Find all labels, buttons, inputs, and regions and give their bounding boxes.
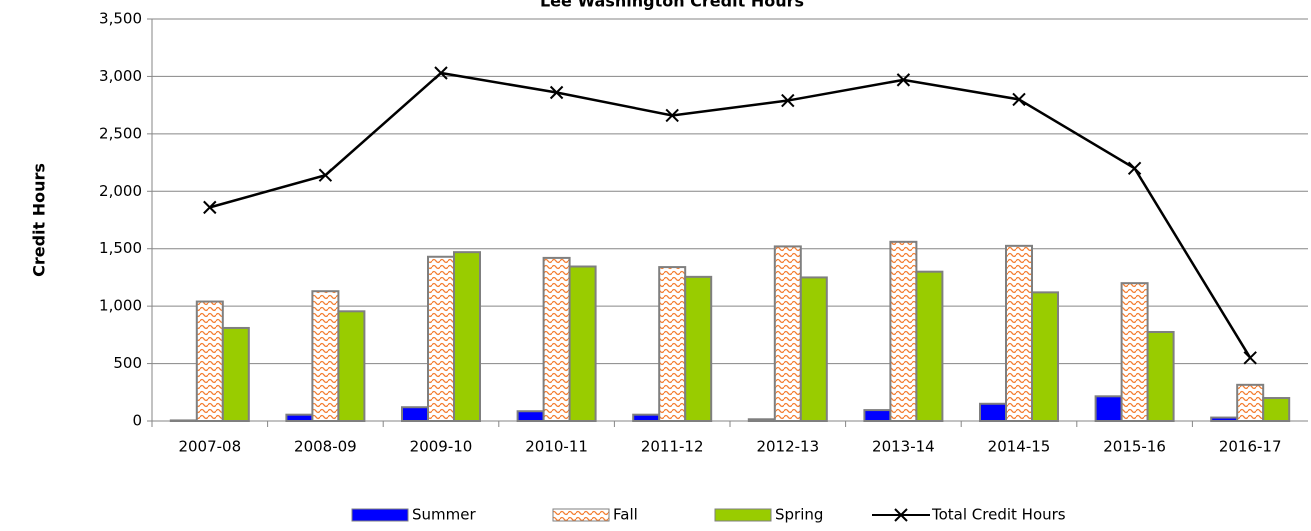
bar <box>773 245 802 422</box>
bar <box>684 275 713 422</box>
y-tick-label: 500 <box>113 354 142 372</box>
y-tick-label: 1,500 <box>99 239 142 257</box>
legend-swatch <box>552 508 610 522</box>
y-tick-label: 3,000 <box>99 67 142 85</box>
bar <box>1210 416 1239 423</box>
x-tick-label: 2014-15 <box>988 438 1051 456</box>
legend-swatch <box>351 508 409 522</box>
bar <box>221 326 250 423</box>
marker <box>549 85 564 100</box>
bar <box>747 418 776 422</box>
y-tick-label: 0 <box>132 412 142 430</box>
marker <box>1127 161 1142 176</box>
marker <box>1243 351 1257 365</box>
marker <box>318 168 333 182</box>
bar <box>169 419 198 423</box>
x-tick-label: 2009-10 <box>410 438 473 456</box>
bar <box>401 406 429 422</box>
y-tick-label: 1,000 <box>99 297 142 315</box>
bar <box>979 402 1007 422</box>
x-tick-label: 2015-16 <box>1103 438 1166 456</box>
bar <box>1262 397 1291 422</box>
bar <box>1094 395 1123 423</box>
bar <box>889 240 918 422</box>
bar <box>568 265 597 423</box>
bar <box>516 410 545 423</box>
marker <box>896 73 911 87</box>
legend-swatch <box>714 508 772 522</box>
marker <box>203 200 217 215</box>
bar <box>427 255 455 422</box>
y-axis-label: Credit Hours <box>30 163 49 277</box>
bar <box>453 251 481 422</box>
bar <box>658 266 687 422</box>
bar <box>1031 291 1059 422</box>
x-tick-label: 2012-13 <box>756 438 819 456</box>
y-tick-label: 2,500 <box>99 124 142 142</box>
bar <box>542 256 571 422</box>
bar <box>337 310 366 422</box>
x-tick-label: 2010-11 <box>525 438 588 456</box>
bar <box>1236 383 1265 423</box>
x-tick-label: 2013-14 <box>872 438 935 456</box>
bar <box>285 413 314 423</box>
x-tick-label: 2011-12 <box>641 438 704 456</box>
chart-title: Lee Washington Credit Hours <box>540 0 804 11</box>
marker <box>434 66 448 80</box>
bar <box>915 270 944 422</box>
bar <box>311 290 340 422</box>
legend-label: Summer <box>412 506 476 524</box>
legend-swatch <box>894 508 908 522</box>
marker <box>665 108 679 123</box>
bar <box>799 276 828 422</box>
marker <box>1012 92 1026 107</box>
legend-label: Spring <box>775 506 823 524</box>
bar <box>1120 282 1149 422</box>
x-tick-label: 2008-09 <box>294 438 357 456</box>
y-tick-label: 2,000 <box>99 182 142 200</box>
legend-label: Total Credit Hours <box>931 506 1066 524</box>
line <box>209 71 1252 359</box>
bar <box>195 300 224 423</box>
bar <box>863 409 892 422</box>
bar <box>1005 244 1033 422</box>
y-tick-label: 3,500 <box>99 10 142 28</box>
bar <box>632 413 661 423</box>
marker <box>781 93 795 108</box>
legend-label: Fall <box>613 506 638 524</box>
x-tick-label: 2016-17 <box>1219 438 1282 456</box>
x-tick-label: 2007-08 <box>178 438 241 456</box>
bar <box>1146 330 1175 422</box>
